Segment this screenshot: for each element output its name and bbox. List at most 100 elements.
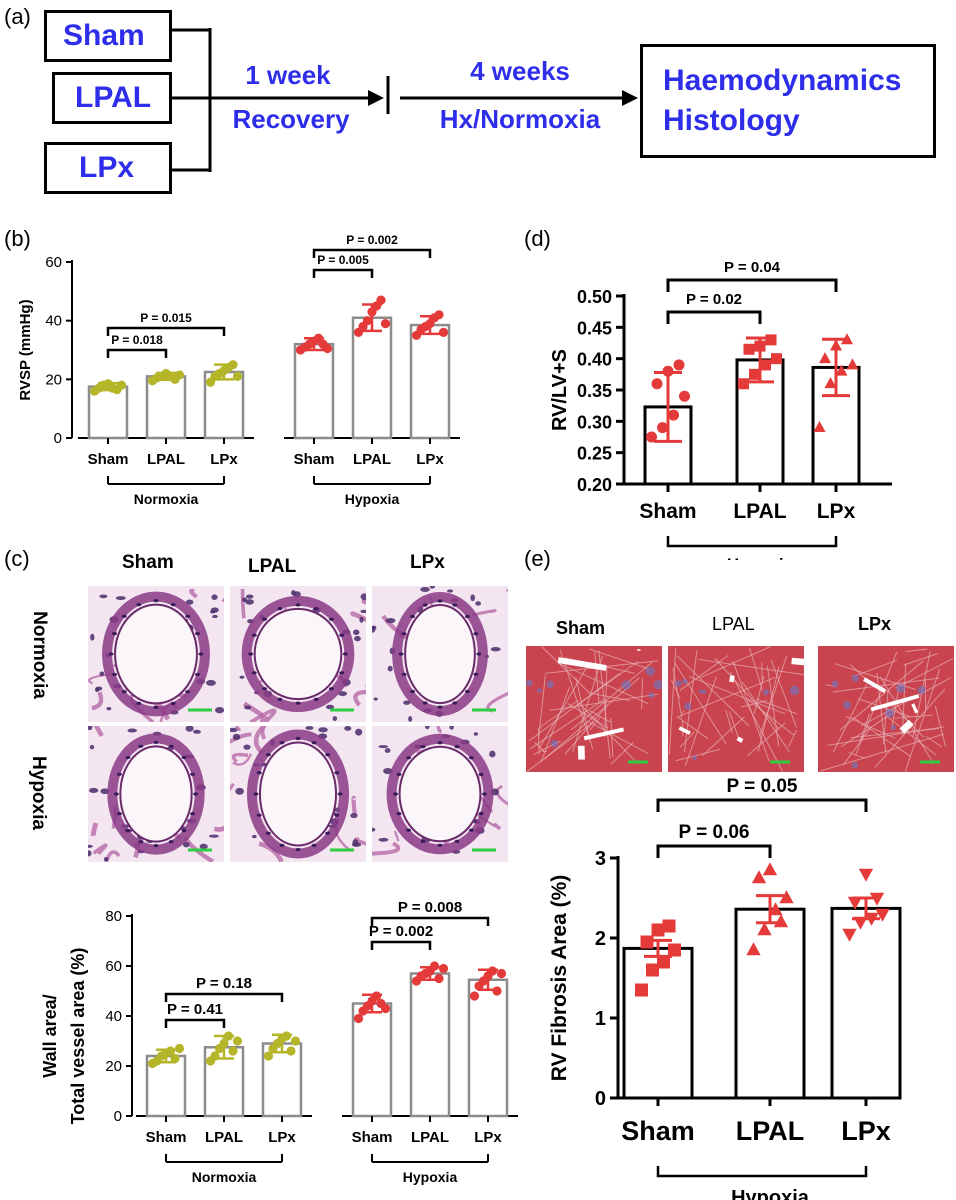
cell-nucleus bbox=[478, 812, 484, 816]
cell-nucleus bbox=[190, 772, 196, 776]
tissue-fiber bbox=[91, 822, 99, 837]
tissue-fiber bbox=[230, 782, 235, 792]
cell-nucleus bbox=[244, 705, 252, 710]
cell-nucleus bbox=[106, 707, 112, 711]
data-point bbox=[380, 319, 391, 329]
panel-label-d: (d) bbox=[524, 226, 551, 251]
tissue-fiber bbox=[189, 588, 198, 599]
fiber-boundary bbox=[589, 648, 649, 670]
p-value-label: P = 0.05 bbox=[727, 776, 798, 797]
cell-nucleus bbox=[232, 733, 241, 741]
cell-nucleus bbox=[384, 748, 391, 753]
chart-d-rv-lv: 0.20 0.25 0.30 0.35 0.40 0.45 0.50 Sham LPAL LPx H… bbox=[549, 259, 892, 560]
fiber-boundary bbox=[905, 648, 928, 653]
data-point bbox=[232, 371, 243, 381]
flow-box-endpoint: Haemodynamics Histology bbox=[640, 44, 936, 158]
collagen-stain bbox=[526, 679, 533, 687]
fiber-boundary bbox=[903, 653, 938, 666]
tissue-fiber bbox=[240, 588, 246, 619]
significance-bracket bbox=[656, 798, 868, 812]
tissue-fiber bbox=[249, 708, 277, 722]
micrograph-vessel-normoxia-lpal bbox=[230, 586, 366, 722]
data-point bbox=[286, 1046, 296, 1056]
vessel-wall bbox=[386, 733, 494, 855]
data-point bbox=[668, 943, 681, 957]
cell-nucleus bbox=[253, 792, 259, 796]
cell-nucleus bbox=[90, 633, 95, 641]
flow-step1-duration: 1 week bbox=[245, 60, 331, 90]
cell-nucleus bbox=[153, 705, 159, 710]
cell-nucleus bbox=[190, 812, 196, 816]
vessel-wall bbox=[107, 733, 205, 855]
fiber-boundary bbox=[858, 698, 912, 718]
cell-nucleus bbox=[138, 744, 144, 748]
data-point bbox=[757, 922, 772, 936]
x-tick-label: LPAL bbox=[733, 500, 786, 523]
collagen-stain bbox=[645, 666, 655, 676]
x-tick-label: LPAL bbox=[736, 1116, 805, 1146]
collagen-stain bbox=[851, 674, 860, 682]
cell-nucleus bbox=[153, 598, 159, 603]
fiber-boundary bbox=[891, 688, 900, 730]
tissue-fiber bbox=[234, 726, 241, 732]
flow-connectors bbox=[172, 28, 638, 172]
tissue-gap bbox=[911, 703, 919, 714]
data-point bbox=[771, 353, 782, 365]
collagen-stain bbox=[890, 724, 897, 730]
fiber-boundary bbox=[746, 698, 795, 736]
y-axis-label: Wall area/ bbox=[40, 994, 60, 1077]
cell-nucleus bbox=[325, 831, 331, 835]
fiber-boundary bbox=[747, 722, 786, 757]
cell-nucleus bbox=[100, 788, 110, 795]
vessel-lumen bbox=[404, 603, 476, 705]
micrograph-rv-lpal bbox=[668, 646, 804, 772]
fiber-boundary bbox=[894, 714, 933, 719]
cell-nucleus bbox=[420, 586, 430, 592]
group-bracket bbox=[666, 536, 838, 548]
cell-nucleus bbox=[313, 697, 319, 702]
data-point bbox=[232, 1036, 243, 1046]
fiber-boundary bbox=[925, 735, 943, 748]
fiber-boundary bbox=[538, 675, 546, 737]
fiber-boundary bbox=[681, 710, 685, 714]
cell-nucleus bbox=[372, 827, 376, 832]
micrograph-c-row-hypoxia: Hypoxia bbox=[28, 756, 49, 830]
cell-nucleus bbox=[437, 705, 443, 709]
micrograph-vessel-hypoxia-sham bbox=[88, 726, 224, 862]
tissue-fiber bbox=[350, 611, 366, 623]
fiber-boundary bbox=[676, 716, 709, 739]
data-point bbox=[228, 1046, 238, 1056]
cell-nucleus bbox=[305, 726, 314, 730]
data-point bbox=[765, 334, 777, 346]
cell-nucleus bbox=[437, 599, 443, 603]
cell-nucleus bbox=[181, 828, 187, 833]
fiber-boundary bbox=[575, 677, 591, 742]
cell-nucleus bbox=[251, 834, 257, 839]
cell-nucleus bbox=[170, 701, 176, 705]
flow-endpoint-line1: Haemodynamics bbox=[663, 64, 902, 97]
fiber-boundary bbox=[594, 651, 600, 703]
data-point bbox=[210, 1051, 220, 1061]
tissue-fiber bbox=[93, 726, 104, 738]
cell-nucleus bbox=[111, 631, 117, 636]
fiber-boundary bbox=[589, 716, 602, 731]
micrograph-e-col-sham: Sham bbox=[556, 618, 606, 638]
micrograph-rv-sham bbox=[526, 646, 662, 772]
fiber-boundary bbox=[729, 671, 784, 772]
cell-nucleus bbox=[111, 672, 117, 677]
panel-label-b: (b) bbox=[4, 226, 31, 251]
cell-nucleus bbox=[181, 755, 187, 760]
cell-nucleus bbox=[295, 603, 301, 607]
tissue-fiber bbox=[351, 795, 357, 815]
cell-nucleus bbox=[372, 626, 376, 633]
x-tick-label: LPAL bbox=[353, 451, 391, 468]
cell-nucleus bbox=[230, 727, 238, 733]
x-tick-label: Sham bbox=[294, 451, 335, 468]
flow-box-lpal: LPAL bbox=[52, 72, 172, 124]
fiber-boundary bbox=[673, 661, 727, 745]
group-label: Hypoxia bbox=[345, 491, 400, 507]
cell-nucleus bbox=[454, 839, 460, 843]
collagen-stain bbox=[684, 702, 692, 710]
x-tick-label: LPx bbox=[841, 1116, 891, 1146]
vessel-wall bbox=[241, 595, 355, 713]
